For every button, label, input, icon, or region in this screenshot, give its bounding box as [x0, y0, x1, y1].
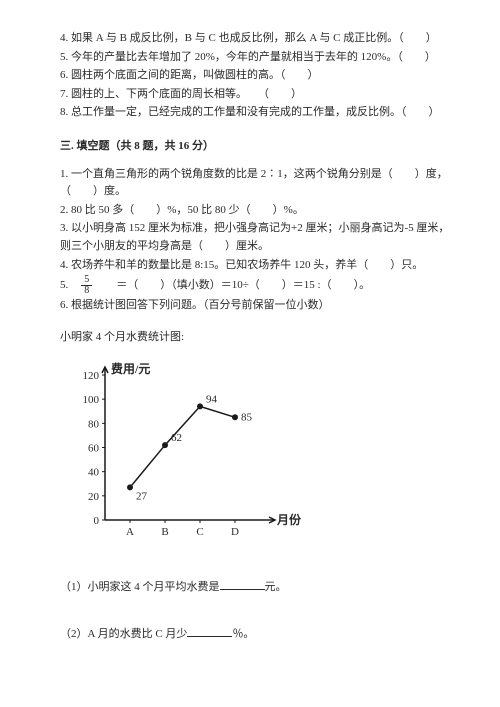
svg-text:A: A	[126, 526, 134, 538]
svg-text:月份: 月份	[276, 512, 302, 527]
fraction-denominator: 8	[81, 286, 92, 296]
svg-text:80: 80	[88, 419, 100, 431]
svg-text:27: 27	[136, 491, 148, 503]
svg-text:120: 120	[83, 370, 100, 382]
sub-q1-text-a: （1）小明家这 4 个月平均水费是	[60, 581, 220, 593]
question-8: 8. 总工作量一定，已经完成的工作量和没有完成的工作量，成反比例。（ ）	[60, 104, 450, 122]
svg-text:B: B	[161, 526, 168, 538]
question-6: 6. 圆柱两个底面之间的距离，叫做圆柱的高。（ ）	[60, 67, 450, 85]
blank-line	[187, 625, 232, 637]
sub-q2-text-a: （2）A 月的水费比 C 月少	[60, 628, 187, 640]
fill-q5-prefix: 5.	[60, 279, 79, 291]
sub-q1-text-b: 元。	[265, 581, 287, 593]
fill-q4: 4. 农场养牛和羊的数量比是 8:15。已知农场养牛 120 头，养羊（ ）只。	[60, 257, 450, 275]
fill-q3: 3. 以小明身高 152 厘米为标准，把小强身高记为+2 厘米；小丽身高记为-5…	[60, 220, 450, 255]
fill-q2: 2. 80 比 50 多（ ）%，50 比 80 少（ ）%。	[60, 202, 450, 220]
svg-text:D: D	[231, 526, 239, 538]
svg-text:60: 60	[88, 443, 100, 455]
chart-svg: 费用/元月份 0 20 40 60 80 100 120 A B C D 27 62 94 85	[60, 360, 320, 550]
svg-text:0: 0	[94, 515, 100, 527]
svg-text:85: 85	[241, 412, 253, 424]
line-chart: 费用/元月份 0 20 40 60 80 100 120 A B C D 27 62 94 85	[60, 360, 450, 550]
blank-line	[220, 578, 265, 590]
question-7: 7. 圆柱的上、下两个底面的周长相等。 （ ）	[60, 86, 450, 104]
page-content: 4. 如果 A 与 B 成反比例，B 与 C 也成反比例，那么 A 与 C 成正…	[0, 0, 500, 664]
svg-text:94: 94	[206, 394, 218, 406]
svg-text:40: 40	[88, 467, 100, 479]
svg-text:62: 62	[171, 432, 182, 444]
sub-q2-text-b: ％。	[232, 628, 254, 640]
svg-text:20: 20	[88, 491, 100, 503]
sub-question-2: （2）A 月的水费比 C 月少 ％。	[60, 625, 450, 644]
section-title-fill: 三. 填空题（共 8 题，共 16 分）	[60, 138, 450, 156]
svg-text:100: 100	[83, 394, 100, 406]
sub-question-1: （1）小明家这 4 个月平均水费是 元。	[60, 578, 450, 597]
question-4: 4. 如果 A 与 B 成反比例，B 与 C 也成反比例，那么 A 与 C 成正…	[60, 30, 450, 48]
svg-text:费用/元: 费用/元	[111, 361, 150, 376]
fill-q1: 1. 一个直角三角形的两个锐角度数的比是 2∶1，这两个锐角分别是（ ）度，（ …	[60, 166, 450, 201]
fill-q5: 5. 58 ＝（ ）（填小数）＝10÷（ ）＝15 :（ ）。	[60, 275, 450, 296]
question-5: 5. 今年的产量比去年增加了 20%，今年的产量就相当于去年的 120%。（ ）	[60, 49, 450, 67]
chart-title: 小明家 4 个月水费统计图:	[60, 329, 450, 347]
fraction-5-8: 58	[81, 275, 92, 296]
svg-text:C: C	[196, 526, 203, 538]
fill-q5-suffix: ＝（ ）（填小数）＝10÷（ ）＝15 :（ ）。	[94, 279, 370, 291]
fill-q6: 6. 根据统计图回答下列问题。（百分号前保留一位小数）	[60, 297, 450, 315]
